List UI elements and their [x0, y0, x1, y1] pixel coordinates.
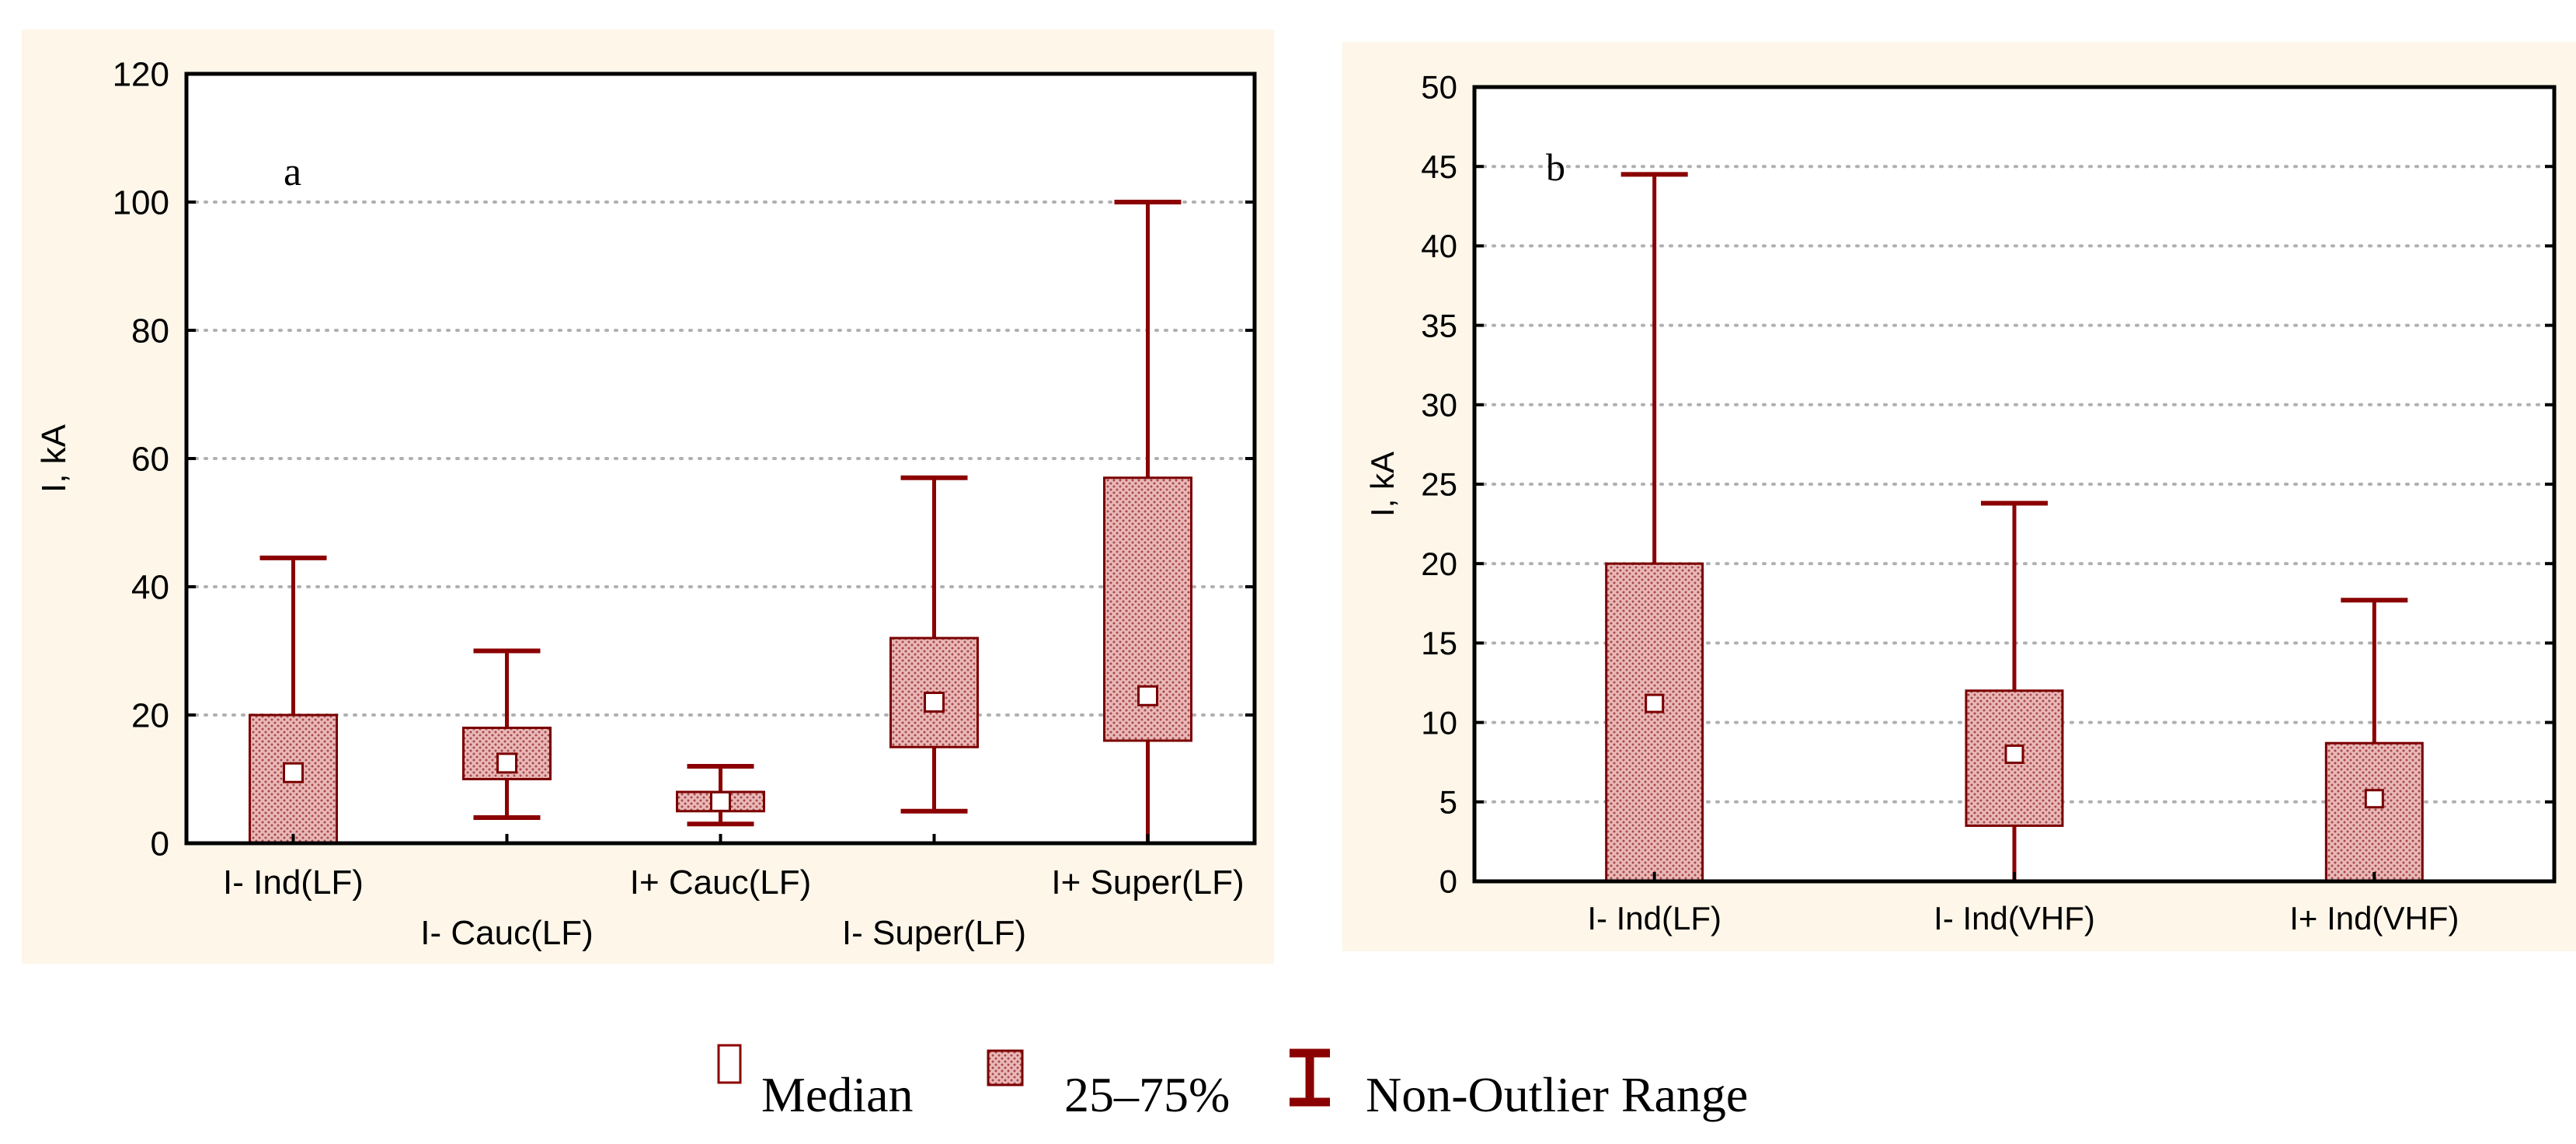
legend-box-label: 25–75% [1064, 1067, 1230, 1122]
a-category-label: I- Ind(LF) [223, 863, 364, 902]
a-ytick-label: 0 [151, 825, 169, 863]
b-median-marker [1645, 693, 1665, 713]
a-panel-label: a [284, 150, 301, 194]
b-ytick-label: 50 [1421, 69, 1457, 106]
a-ytick-label: 80 [131, 312, 169, 350]
b-box [1605, 562, 1704, 883]
b-ytick-label: 25 [1421, 466, 1457, 503]
b-y-axis-label: I, kA [1364, 452, 1401, 517]
b-ytick-label: 15 [1421, 625, 1457, 661]
b-ytick-label: 20 [1421, 546, 1457, 582]
b-median-marker [2364, 789, 2384, 809]
a-category-label: I+ Cauc(LF) [630, 863, 812, 902]
a-median-marker [924, 692, 945, 713]
a-y-axis-label: I, kA [35, 424, 73, 493]
a-median-marker [496, 752, 517, 774]
a-median-marker [1137, 685, 1158, 706]
legend: Median 25–75% Non-Outlier Range [717, 1044, 1748, 1122]
legend-median-label: Median [761, 1067, 914, 1122]
legend-range-label: Non-Outlier Range [1366, 1067, 1748, 1122]
b-box [2324, 741, 2424, 883]
legend-median-swatch [717, 1044, 742, 1084]
legend-range-icon [1290, 1048, 1330, 1107]
b-category-label: I+ Ind(VHF) [2289, 900, 2459, 936]
a-median-marker [710, 790, 731, 812]
panel-b-chart: 0 5 10 15 20 25 30 35 40 45 50 I- Ind(LF) I- Ind(VHF… [1364, 69, 2557, 936]
panel-a-chart: 0 20 40 60 80 100 120 I- Ind(LF) I- Cauc(LF) I+ C… [35, 55, 1257, 952]
a-median-marker [283, 762, 304, 783]
legend-box-swatch [987, 1049, 1024, 1086]
b-ytick-label: 45 [1421, 148, 1457, 185]
b-ytick-label: 35 [1421, 307, 1457, 344]
b-category-label: I- Ind(VHF) [1934, 900, 2095, 936]
a-ytick-label: 120 [113, 55, 169, 93]
b-ytick-label: 30 [1421, 387, 1457, 424]
a-ytick-label: 20 [131, 696, 169, 734]
b-ytick-label: 5 [1439, 784, 1457, 821]
b-panel-label: b [1546, 145, 1565, 189]
a-category-label: I- Cauc(LF) [420, 914, 593, 952]
b-ytick-label: 0 [1439, 863, 1457, 900]
a-ytick-label: 100 [113, 183, 169, 221]
a-category-label: I- Super(LF) [842, 914, 1026, 952]
b-ytick-label: 10 [1421, 704, 1457, 741]
a-ytick-label: 40 [131, 568, 169, 606]
a-ytick-label: 60 [131, 440, 169, 478]
a-category-label: I+ Super(LF) [1051, 863, 1244, 902]
b-median-marker [2004, 744, 2024, 764]
b-ytick-label: 40 [1421, 228, 1457, 264]
b-category-label: I- Ind(LF) [1587, 900, 1721, 936]
